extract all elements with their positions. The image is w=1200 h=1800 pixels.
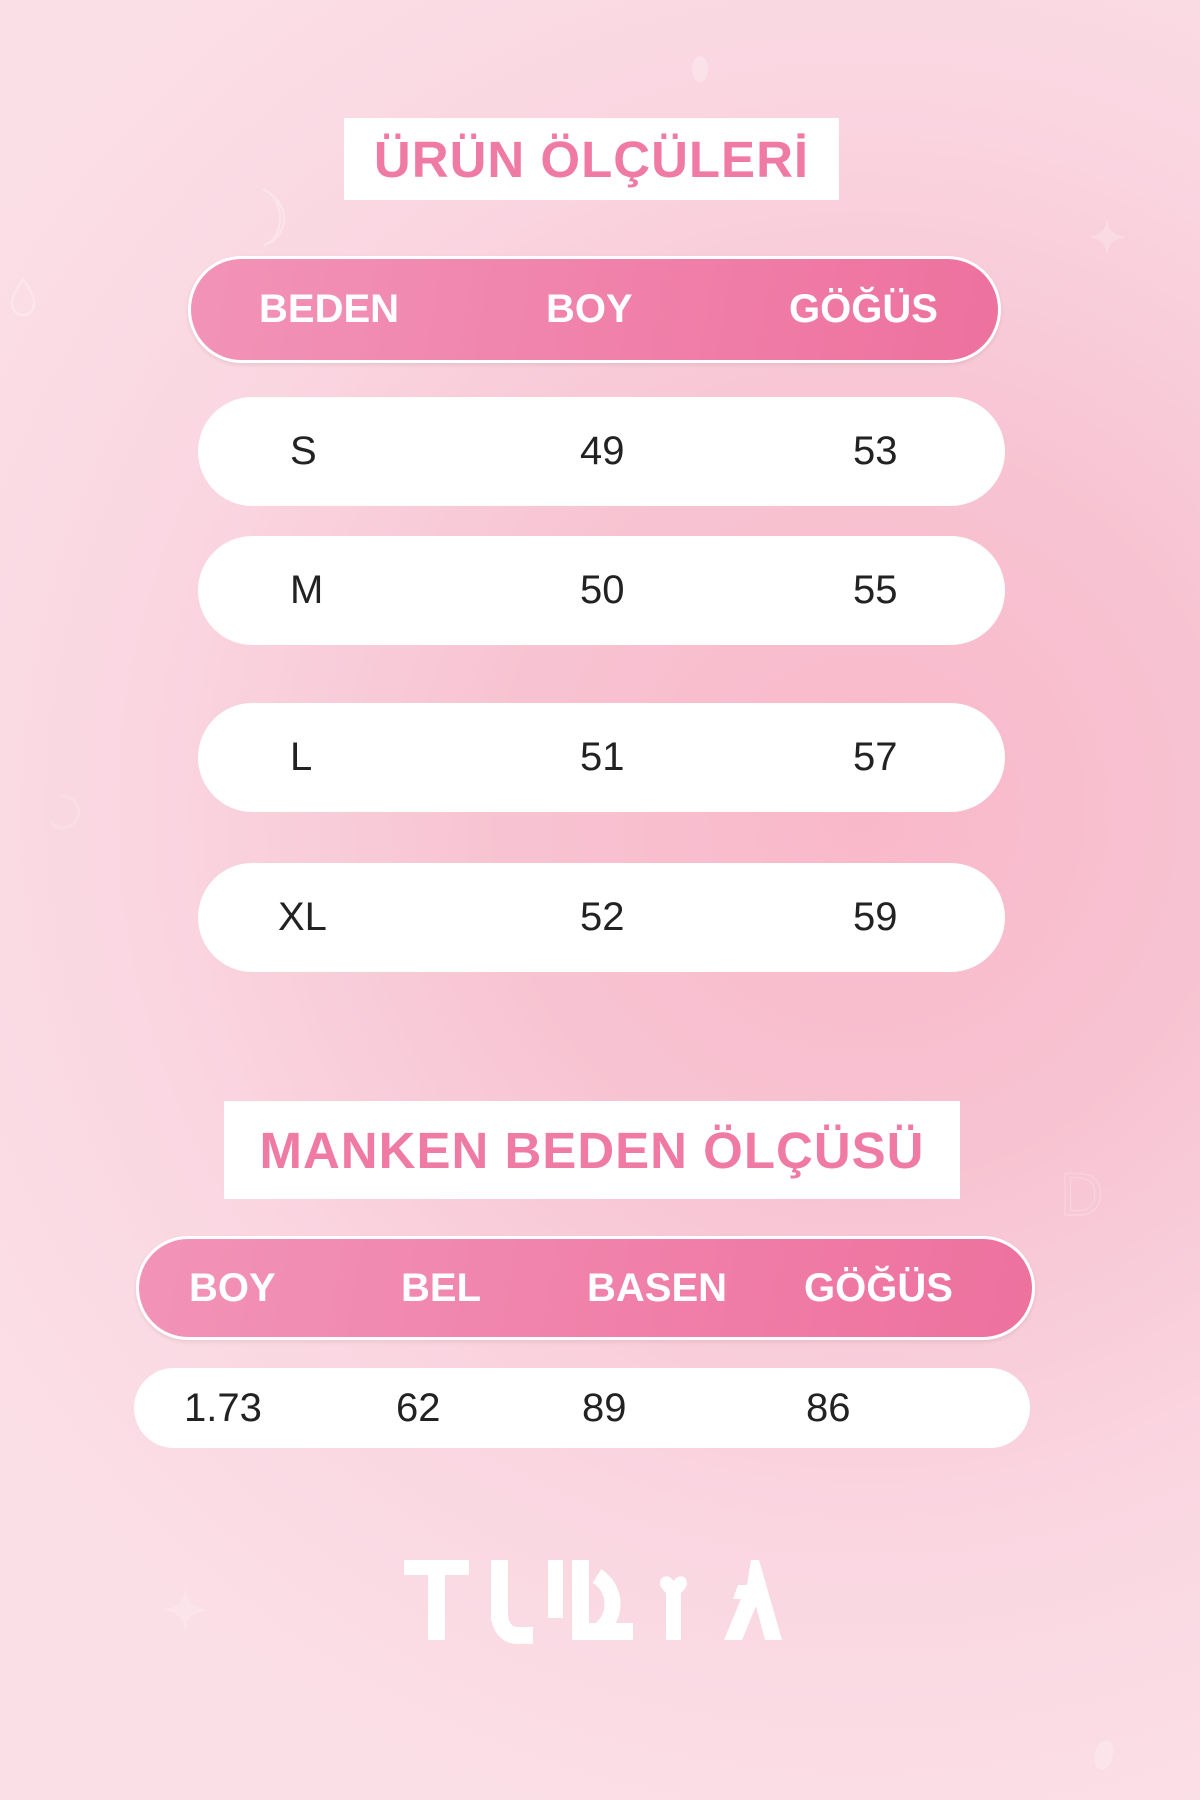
svg-text:D: D	[1060, 1161, 1103, 1228]
